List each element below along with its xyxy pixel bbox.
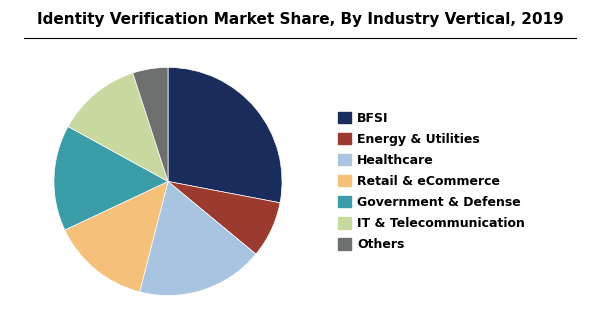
Wedge shape: [65, 181, 168, 292]
Wedge shape: [133, 67, 168, 181]
Wedge shape: [68, 73, 168, 181]
Wedge shape: [168, 181, 280, 254]
Wedge shape: [140, 181, 256, 295]
Wedge shape: [168, 67, 282, 203]
Text: Identity Verification Market Share, By Industry Vertical, 2019: Identity Verification Market Share, By I…: [37, 12, 563, 27]
Wedge shape: [54, 126, 168, 230]
Legend: BFSI, Energy & Utilities, Healthcare, Retail & eCommerce, Government & Defense, : BFSI, Energy & Utilities, Healthcare, Re…: [338, 111, 525, 251]
